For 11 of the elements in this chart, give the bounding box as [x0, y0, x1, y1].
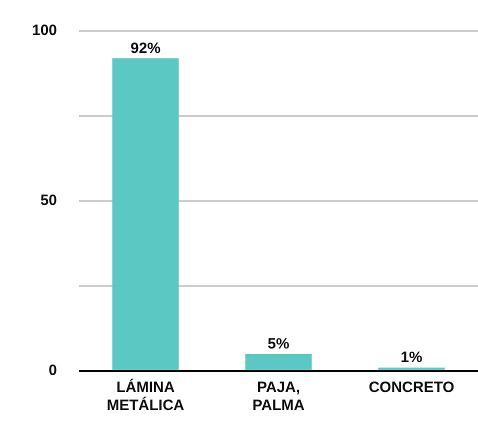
y-tick-label: 100: [32, 22, 58, 40]
x-tick-label: PAJA, PALMA: [252, 379, 305, 414]
bar: [245, 354, 312, 370]
y-tick-label: 0: [48, 362, 58, 380]
data-label: 5%: [268, 336, 290, 353]
data-label: 1%: [400, 349, 422, 366]
x-tick-label: CONCRETO: [368, 379, 455, 396]
bar: [112, 58, 179, 370]
data-label: 92%: [130, 40, 161, 57]
y-tick-label: 50: [40, 192, 58, 210]
x-tick-label: LÁMINA METÁLICA: [106, 378, 184, 414]
